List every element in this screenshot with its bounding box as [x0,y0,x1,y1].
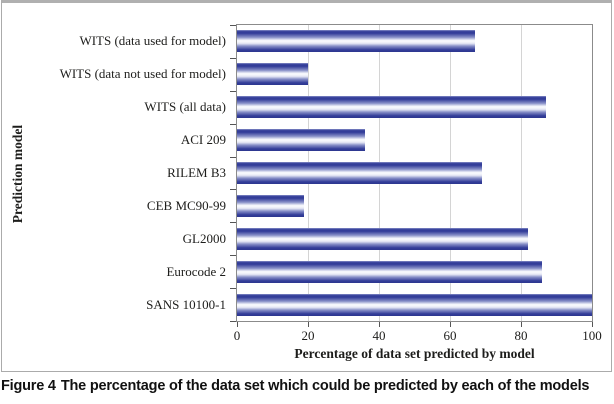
x-tick-label-40: 40 [372,328,386,343]
x-tick-mark-0 [237,322,238,327]
y-tick-mark [230,189,236,190]
x-tick-mark-20 [308,322,309,327]
x-tick-mark-100 [592,322,593,327]
y-tick-mark [230,91,236,92]
bar-eurocode-2 [237,260,542,283]
y-tick-mark [230,124,236,125]
y-tick-mark [230,222,236,223]
plot-inner [237,25,592,321]
y-tick-mark [230,58,236,59]
chart-frame: Prediction model WITS (data used for mod… [1,0,612,372]
x-tick-label-100: 100 [582,328,602,343]
bar-aci-209 [237,129,365,152]
category-label: WITS (data not used for model) [59,66,226,81]
figure-caption-number: Figure 4 [1,378,56,394]
category-label: RILEM B3 [167,165,226,180]
x-tick-label-60: 60 [443,328,457,343]
y-tick-mark [230,288,236,289]
category-label: Eurocode 2 [166,264,226,279]
bar-wits-data-not-used-for-model- [237,63,308,86]
category-label: CEB MC90-99 [146,198,226,213]
bar-rilem-b3 [237,162,482,184]
bar-wits-data-used-for-model- [237,30,475,53]
figure-caption: Figure 4 The percentage of the data set w… [1,378,611,394]
x-tick-label-80: 80 [514,328,528,343]
y-tick-mark [230,321,236,322]
bar-sans-10100-1 [237,293,592,316]
category-label: ACI 209 [180,132,226,147]
x-axis-title: Percentage of data set predicted by mode… [294,346,535,361]
y-tick-mark [230,255,236,256]
plot-area [236,24,593,322]
category-label: SANS 10100-1 [146,297,226,312]
bar-wits-all-data- [237,96,546,119]
category-label: WITS (data used for model) [79,33,226,48]
gridline-80 [520,25,522,321]
bar-ceb-mc90-99 [237,194,304,217]
figure-caption-text: The percentage of the data set which cou… [60,378,590,394]
y-tick-mark [230,25,236,26]
x-tick-label-20: 20 [301,328,315,343]
x-tick-mark-60 [450,322,451,327]
y-tick-mark [230,157,236,158]
category-label: WITS (all data) [144,99,226,114]
category-label: GL2000 [182,231,226,246]
x-tick-mark-80 [521,322,522,327]
x-tick-label-0: 0 [233,328,241,343]
bar-gl2000 [237,227,528,250]
x-tick-mark-40 [379,322,380,327]
